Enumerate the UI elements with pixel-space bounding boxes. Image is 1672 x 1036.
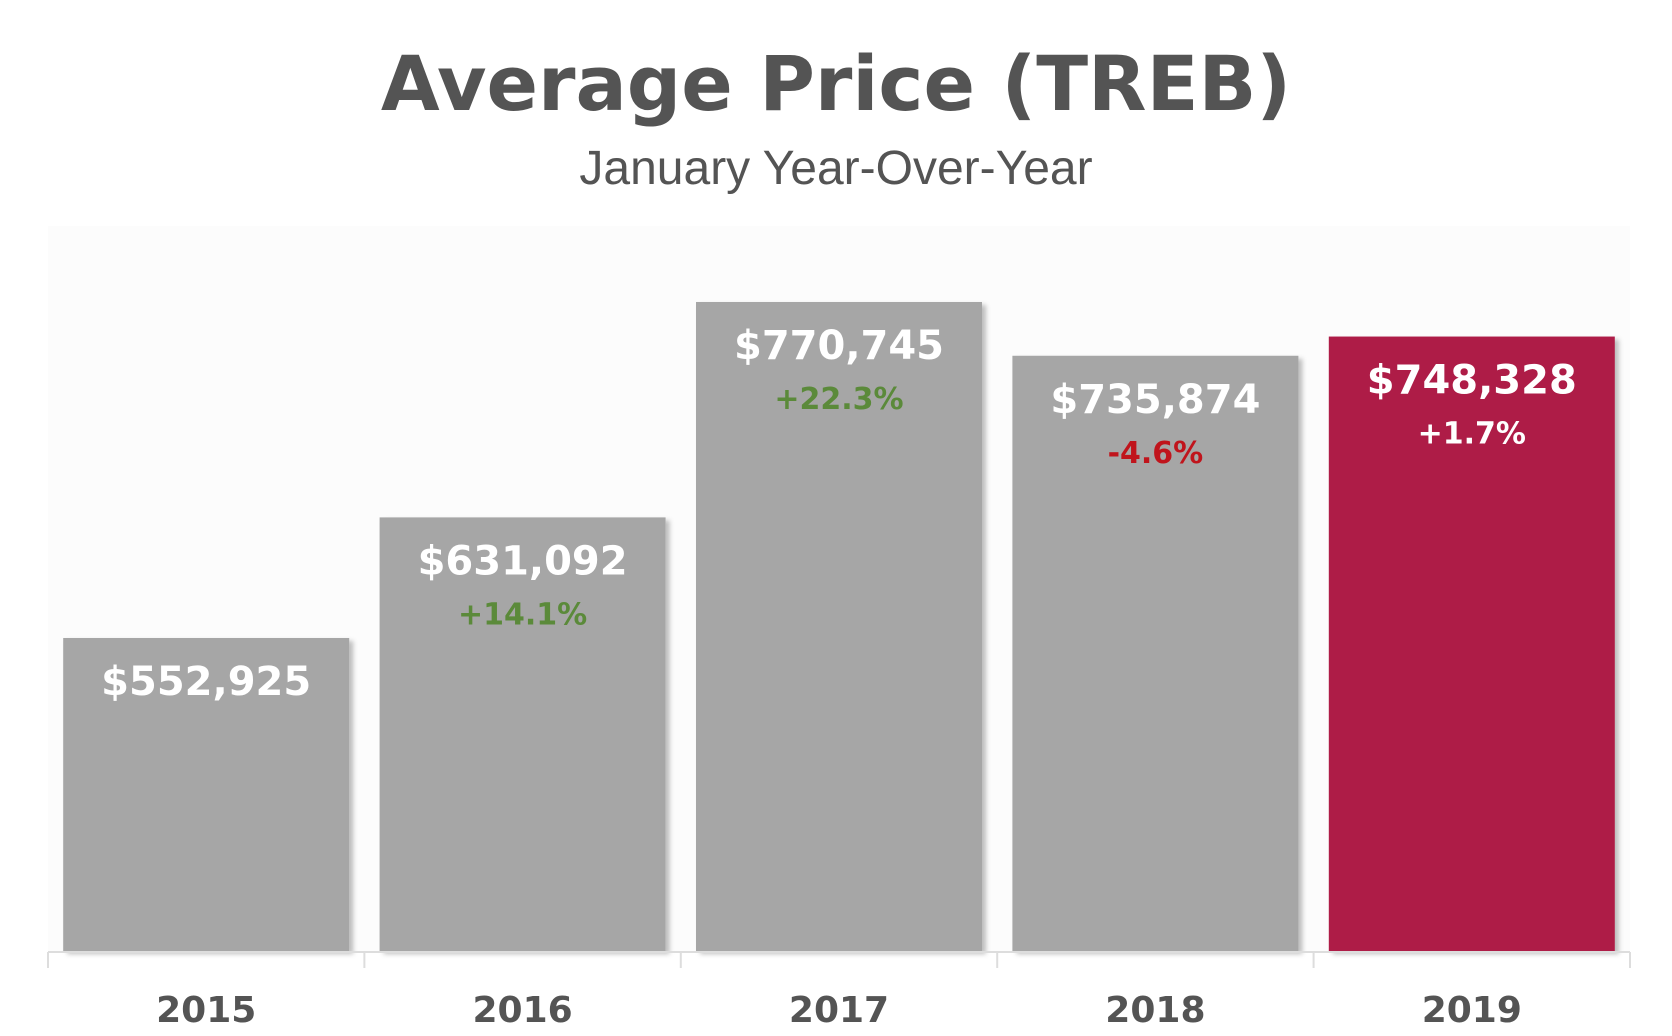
bar-2018 [1012,355,1299,952]
bar-value-label-2016: $631,092 [418,538,628,584]
x-tick-label-2016: 2016 [472,990,572,1031]
bar-2016 [379,517,666,951]
x-axis [47,951,1631,968]
bar-change-label-2016: +14.1% [458,597,587,632]
bar-change-label-2019: +1.7% [1418,417,1526,452]
chart-subtitle: January Year-Over-Year [579,142,1093,195]
bar-value-label-2019: $748,328 [1367,358,1577,404]
bar-value-label-2015: $552,925 [101,659,311,705]
x-tick-label-2017: 2017 [789,990,889,1031]
bar-2017 [696,301,982,951]
bar-2019 [1328,336,1615,951]
bar-change-label-2017: +22.3% [774,382,903,417]
x-tick-label-2015: 2015 [156,990,256,1031]
chart-title: Average Price (TREB) [380,39,1292,128]
bar-labels: $552,925 2015 $631,092 +14.1% 2016 $770,745 +2… [101,323,1577,1031]
bar-value-label-2017: $770,745 [734,323,944,369]
bar-value-label-2018: $735,874 [1050,377,1260,423]
x-tick-label-2018: 2018 [1105,990,1205,1031]
bars [63,301,1615,952]
x-tick-label-2019: 2019 [1422,990,1522,1031]
bar-2015 [63,637,350,951]
bar-change-label-2018: -4.6% [1108,436,1204,471]
